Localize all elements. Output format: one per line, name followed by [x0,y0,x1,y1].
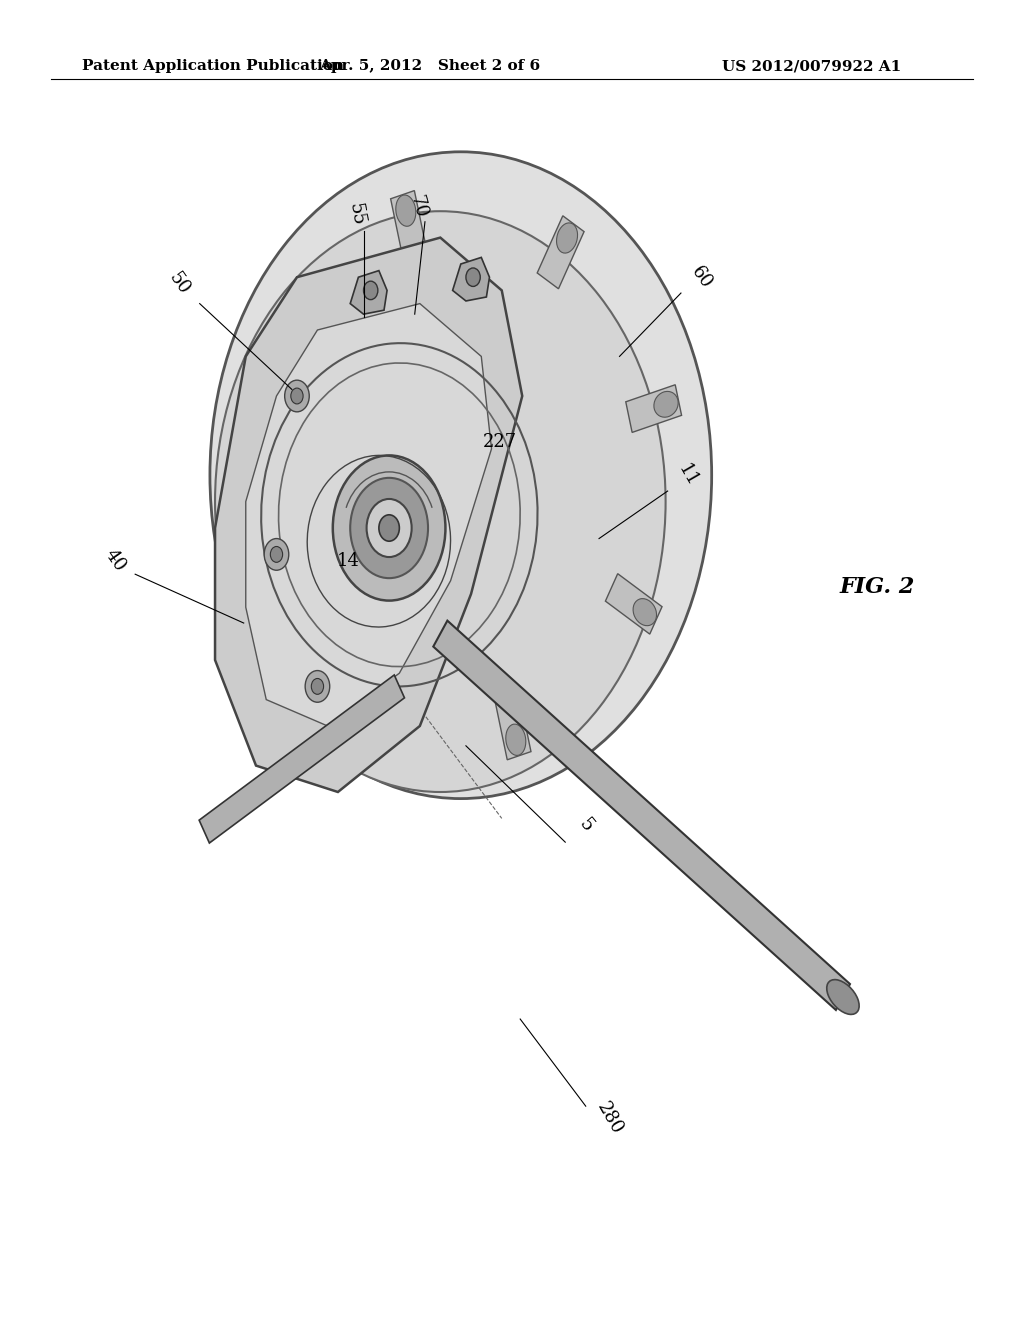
Polygon shape [453,257,489,301]
Circle shape [311,678,324,694]
Circle shape [270,546,283,562]
Ellipse shape [210,152,712,799]
Text: 40: 40 [100,546,129,576]
Polygon shape [626,384,682,433]
Polygon shape [199,675,404,843]
Ellipse shape [654,392,678,417]
Ellipse shape [556,223,578,253]
Circle shape [264,539,289,570]
Ellipse shape [826,979,859,1014]
Text: Patent Application Publication: Patent Application Publication [82,59,344,74]
Polygon shape [350,271,387,314]
Ellipse shape [215,211,666,792]
Text: 280: 280 [593,1098,626,1138]
Ellipse shape [244,533,267,558]
Circle shape [285,380,309,412]
Text: 227: 227 [482,433,517,451]
Circle shape [367,499,412,557]
Text: 70: 70 [407,194,429,220]
Text: 14: 14 [337,552,359,570]
Text: FIG. 2: FIG. 2 [840,577,915,598]
Polygon shape [605,574,663,634]
Circle shape [291,388,303,404]
Text: 5: 5 [575,814,596,836]
Text: 50: 50 [165,269,194,298]
Ellipse shape [396,195,416,226]
Polygon shape [538,215,584,289]
Polygon shape [338,661,384,735]
Circle shape [333,455,445,601]
Text: 55: 55 [345,201,368,227]
Text: 11: 11 [675,461,701,490]
Ellipse shape [506,725,525,755]
Polygon shape [240,517,296,566]
Polygon shape [390,190,428,263]
Polygon shape [215,238,522,792]
Polygon shape [246,304,492,726]
Circle shape [350,478,428,578]
Text: Apr. 5, 2012   Sheet 2 of 6: Apr. 5, 2012 Sheet 2 of 6 [319,59,541,74]
Circle shape [379,515,399,541]
Text: 60: 60 [687,263,716,292]
Ellipse shape [633,598,656,626]
Ellipse shape [344,697,366,727]
Ellipse shape [265,325,289,352]
Ellipse shape [466,268,480,286]
Polygon shape [259,317,316,376]
Polygon shape [433,620,850,1010]
Text: US 2012/0079922 A1: US 2012/0079922 A1 [722,59,901,74]
Polygon shape [494,688,531,760]
Circle shape [305,671,330,702]
Ellipse shape [364,281,378,300]
